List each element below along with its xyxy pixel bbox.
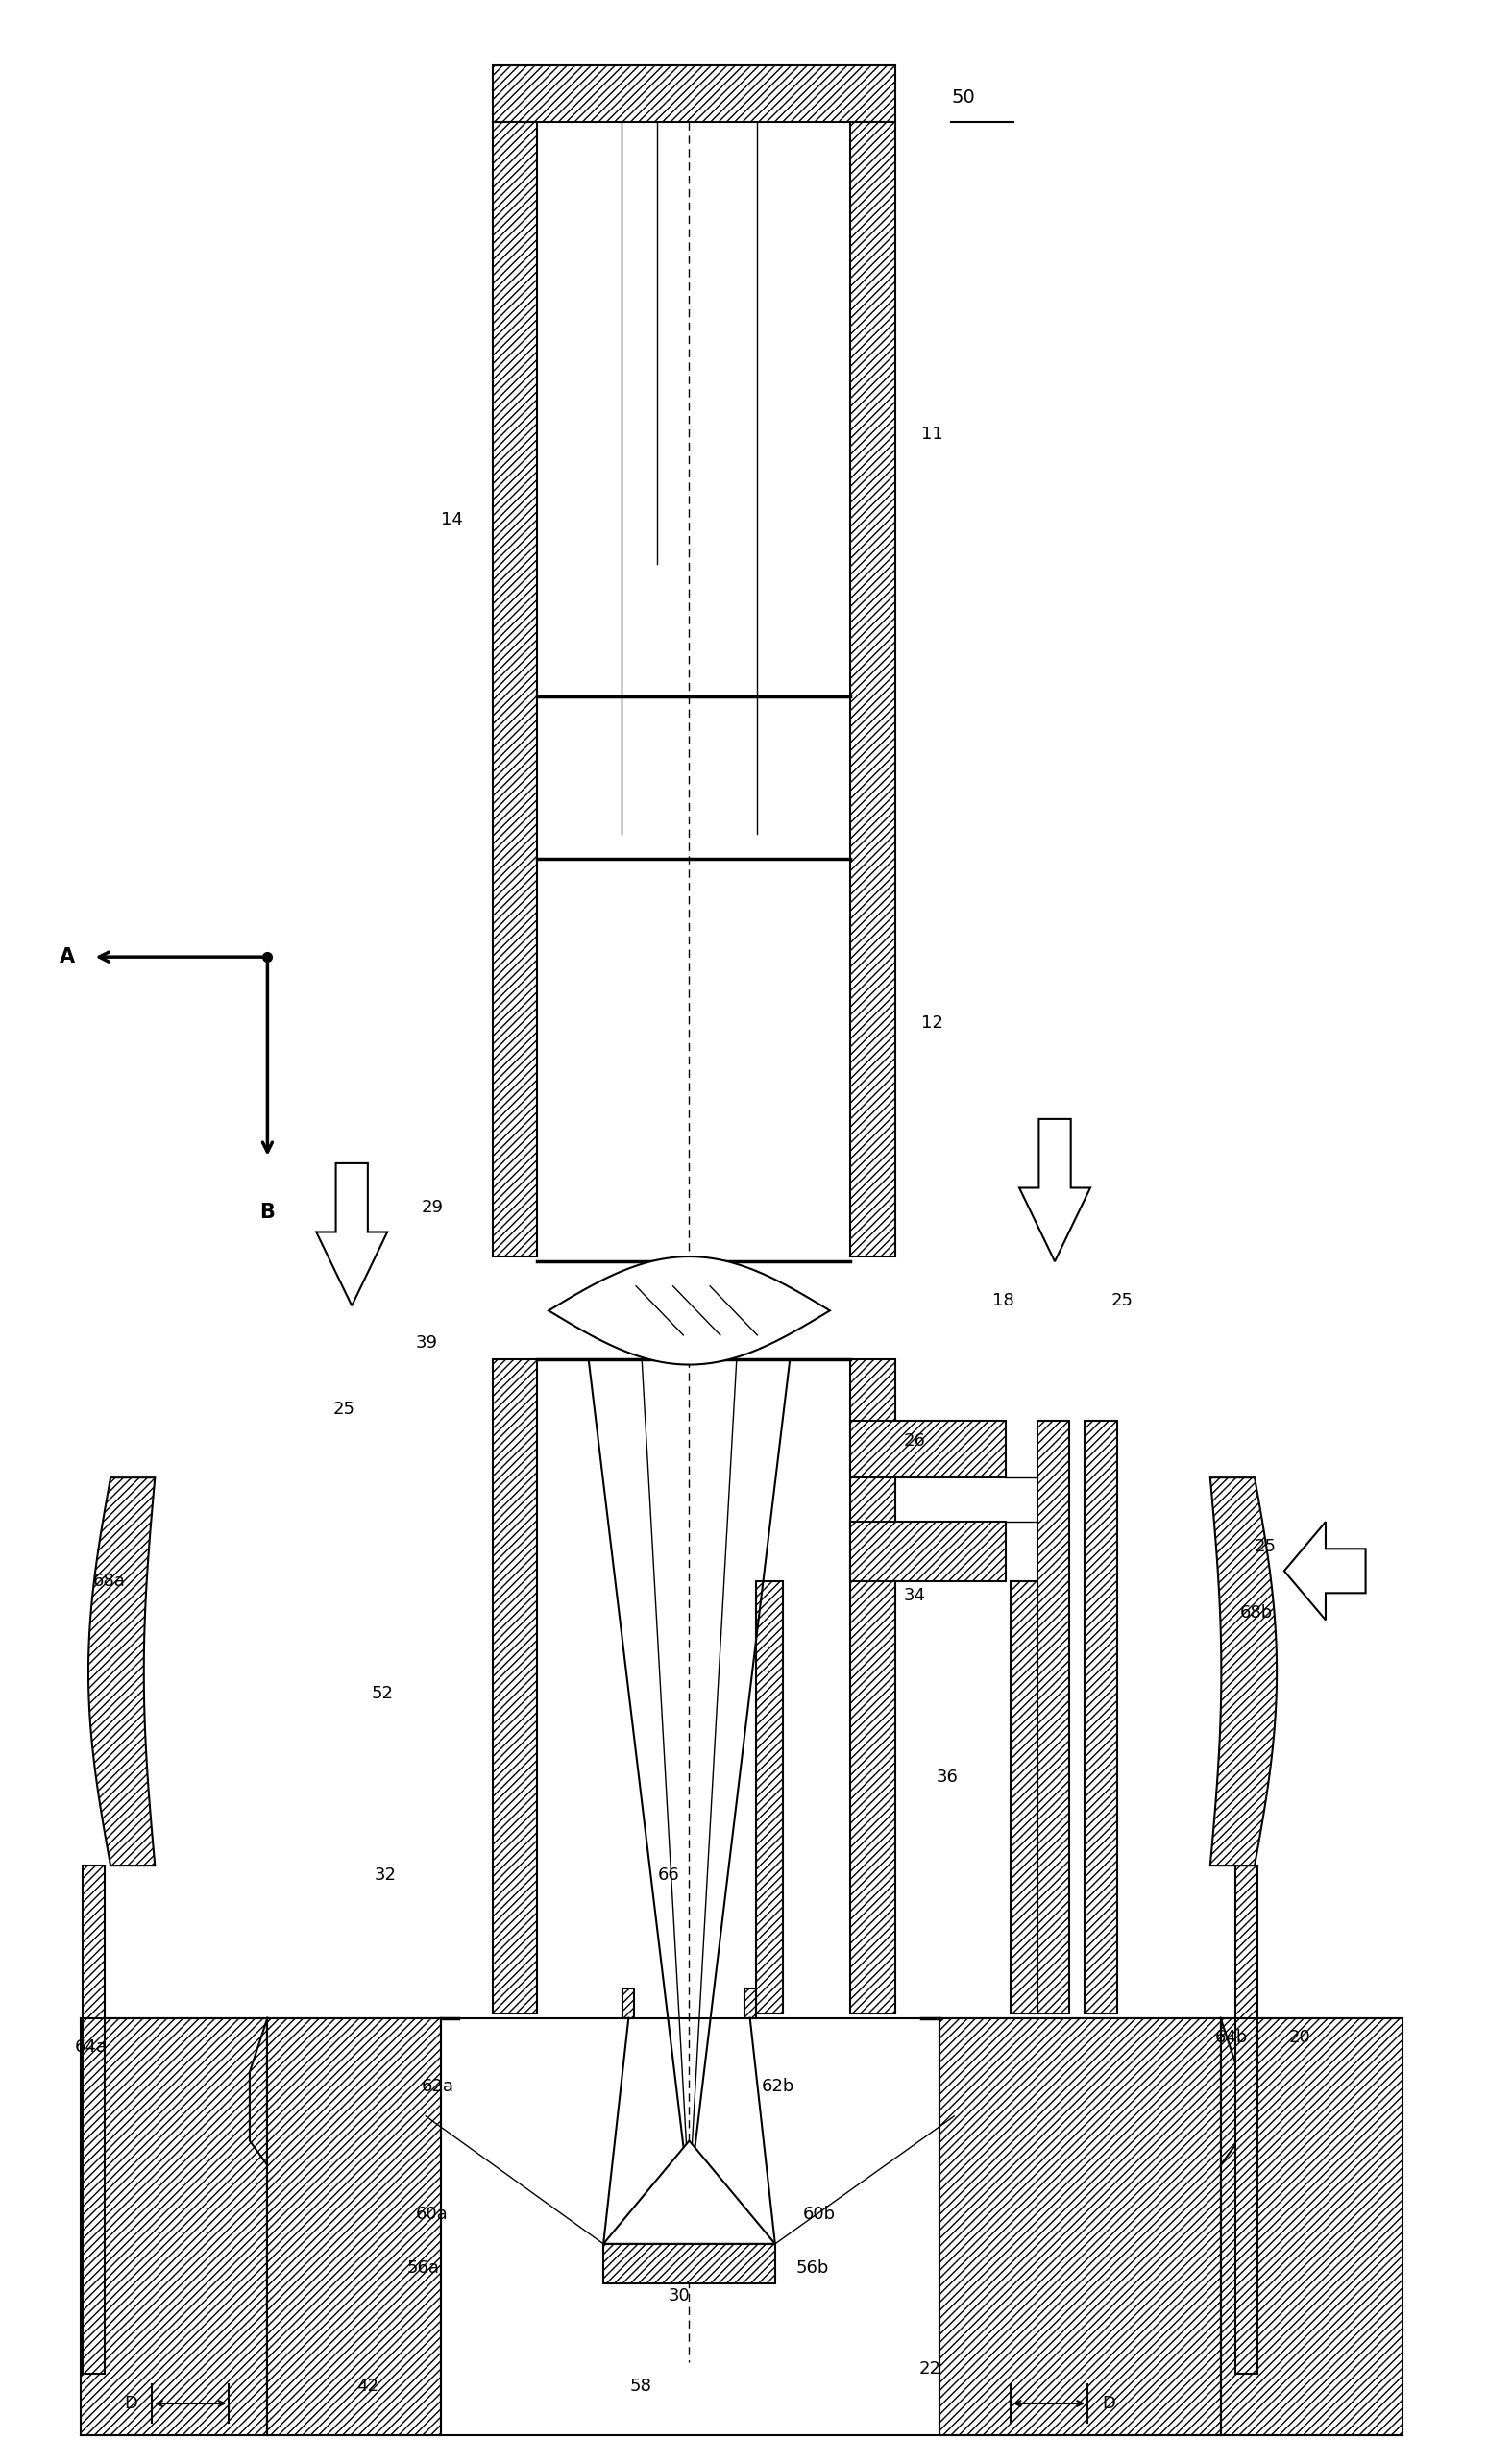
Polygon shape — [549, 1257, 830, 1365]
Bar — [756, 1582, 783, 2013]
Text: 25: 25 — [1254, 1538, 1277, 1555]
Text: 42: 42 — [356, 2378, 378, 2395]
Text: 60a: 60a — [415, 2205, 448, 2223]
Text: 36: 36 — [936, 1769, 958, 1786]
Text: 62a: 62a — [421, 2077, 454, 2094]
Bar — [851, 1422, 1006, 1478]
Bar — [1220, 2018, 1403, 2434]
Text: 18: 18 — [992, 1291, 1015, 1308]
Text: 11: 11 — [921, 426, 943, 444]
Bar — [744, 1988, 756, 2018]
Polygon shape — [1210, 1478, 1277, 1865]
Text: 68b: 68b — [1240, 1604, 1272, 1621]
Polygon shape — [1284, 1523, 1366, 1619]
Text: 62b: 62b — [762, 2077, 795, 2094]
Text: 56b: 56b — [796, 2259, 829, 2277]
Text: 29: 29 — [421, 1200, 443, 1217]
Text: 64a: 64a — [74, 2038, 107, 2055]
Bar — [604, 2245, 775, 2284]
Text: 68a: 68a — [92, 1572, 125, 1589]
Text: 56a: 56a — [406, 2259, 439, 2277]
Polygon shape — [317, 1163, 387, 1306]
Text: D: D — [1103, 2395, 1116, 2412]
Text: D: D — [124, 2395, 137, 2412]
Text: 64b: 64b — [1214, 2028, 1247, 2045]
Bar — [268, 2018, 440, 2434]
Bar — [939, 2018, 1220, 2434]
Bar — [80, 2018, 268, 2434]
Bar — [851, 121, 894, 1257]
Text: 25: 25 — [1112, 1291, 1134, 1308]
Text: 60b: 60b — [804, 2205, 836, 2223]
Text: 32: 32 — [373, 1868, 396, 1885]
Text: 39: 39 — [415, 1333, 437, 1350]
Polygon shape — [604, 2141, 775, 2245]
Text: 26: 26 — [903, 1432, 926, 1449]
Text: 34: 34 — [903, 1587, 926, 1604]
Text: A: A — [60, 946, 74, 966]
Text: 52: 52 — [371, 1685, 393, 1703]
Bar — [1235, 1865, 1257, 2373]
Bar — [851, 1360, 894, 2013]
Text: 12: 12 — [921, 1015, 943, 1032]
Bar — [493, 67, 894, 121]
Polygon shape — [1019, 1119, 1091, 1262]
Bar — [82, 1865, 104, 2373]
Text: 50: 50 — [951, 89, 975, 106]
Bar — [851, 1523, 1006, 1582]
Text: B: B — [260, 1202, 275, 1222]
Bar — [1010, 1582, 1037, 2013]
Text: 20: 20 — [1289, 2028, 1311, 2045]
Bar — [493, 121, 537, 1257]
Bar — [493, 1360, 537, 2013]
Text: 25: 25 — [332, 1400, 354, 1417]
Text: 58: 58 — [629, 2378, 652, 2395]
Bar — [1037, 1422, 1070, 2013]
Text: 14: 14 — [440, 510, 463, 527]
Text: 22: 22 — [918, 2361, 940, 2378]
Bar — [1085, 1422, 1117, 2013]
Text: 66: 66 — [658, 1868, 680, 1885]
Polygon shape — [88, 1478, 155, 1865]
Text: 30: 30 — [668, 2287, 690, 2304]
Bar — [622, 1988, 634, 2018]
